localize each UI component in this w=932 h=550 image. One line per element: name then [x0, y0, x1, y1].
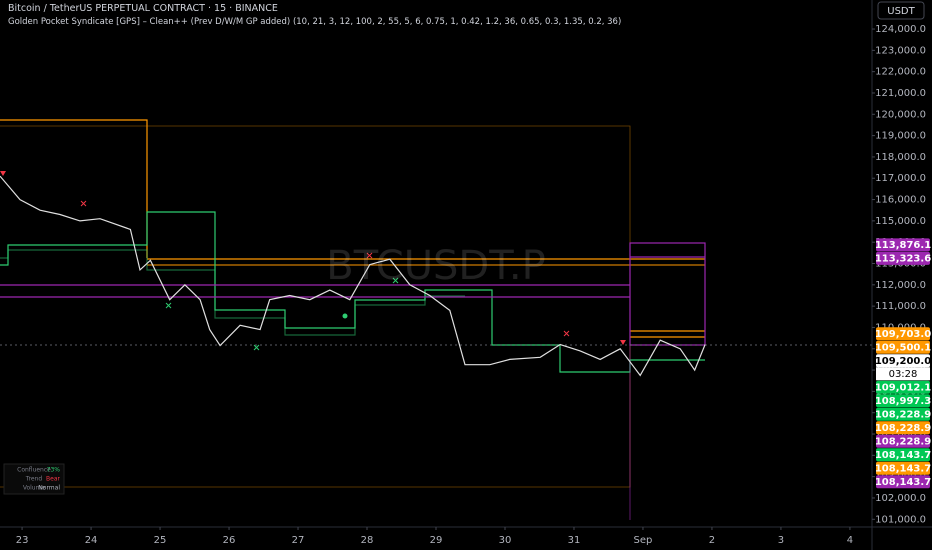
y-tick-label: 112,000.0: [875, 280, 926, 291]
info-cell: Bear: [46, 476, 60, 483]
marker: [620, 340, 626, 345]
price-label-box: [876, 340, 930, 354]
price-label-box: [876, 238, 930, 252]
price-label: 108,228.9: [875, 409, 931, 420]
watermark: BTCUSDT.P: [326, 243, 545, 289]
x-tick-label: 23: [16, 535, 29, 546]
y-tick-label: 101,000.0: [875, 514, 926, 525]
marker: [0, 171, 6, 176]
price-label: 109,500.1: [875, 342, 931, 353]
x-tick-label: Sep: [634, 535, 653, 546]
signal-markers: [0, 171, 626, 351]
price-line: [0, 175, 706, 377]
price-label-box: [876, 475, 930, 489]
y-tick-label: 118,000.0: [875, 152, 926, 163]
x-tick-label: 4: [847, 535, 853, 546]
price-label-box: [876, 354, 930, 368]
price-label: 108,143.7: [875, 450, 931, 461]
price-label: 108,143.7: [875, 463, 931, 474]
y-tick-label: 122,000.0: [875, 67, 926, 78]
price-label: 108,228.9: [875, 436, 931, 447]
y-tick-label: 111,000.0: [875, 301, 926, 312]
currency-button-label[interactable]: USDT: [887, 6, 915, 17]
y-tick-label: 102,000.0: [875, 493, 926, 504]
price-label-box: [876, 434, 930, 448]
x-tick-label: 29: [430, 535, 443, 546]
countdown-box: [876, 367, 930, 381]
info-cell: Confluence: [17, 467, 51, 474]
x-tick-label: 24: [85, 535, 98, 546]
price-label: 113,323.6: [875, 253, 931, 264]
price-label-box: [876, 407, 930, 421]
y-tick-label: 120,000.0: [875, 109, 926, 120]
x-tick-label: 3: [778, 535, 784, 546]
y-tick-label: 116,000.0: [875, 195, 926, 206]
price-label-box: [876, 394, 930, 408]
price-label: 109,012.1: [875, 382, 931, 393]
price-label: 108,997.3: [875, 396, 931, 407]
y-tick-label: 105,000.0: [875, 429, 926, 440]
marker: [165, 277, 399, 351]
info-cell: Volume: [23, 485, 46, 492]
price-label: 108,143.7: [875, 477, 931, 488]
x-tick-label: 30: [499, 535, 512, 546]
y-tick-label: 119,000.0: [875, 131, 926, 142]
chart-title: Bitcoin / TetherUS PERPETUAL CONTRACT · …: [8, 3, 278, 14]
price-label: 109,200.0: [875, 356, 931, 367]
x-tick-label: 25: [154, 535, 167, 546]
y-tick-label: 123,000.0: [875, 45, 926, 56]
marker: [342, 313, 348, 319]
price-label-box: [876, 327, 930, 341]
info-cell: 73%: [47, 467, 61, 474]
info-table: [3, 463, 65, 495]
price-label-box: [876, 461, 930, 475]
info-cell: Trend: [25, 476, 43, 483]
price-label-box: [876, 380, 930, 394]
price-label: 108,228.9: [875, 423, 931, 434]
x-tick-label: 28: [361, 535, 374, 546]
info-cell: Normal: [38, 485, 60, 492]
countdown: 03:28: [889, 369, 918, 380]
x-tick-label: 26: [223, 535, 236, 546]
y-tick-label: 124,000.0: [875, 24, 926, 35]
marker: [80, 200, 570, 337]
price-label-box: [876, 421, 930, 435]
price-label: 109,703.0: [875, 329, 931, 340]
price-label: 113,876.1: [875, 240, 931, 251]
y-tick-label: 121,000.0: [875, 88, 926, 99]
indicator-label: Golden Pocket Syndicate [GPS] – Clean++ …: [8, 17, 621, 27]
y-tick-label: 117,000.0: [875, 173, 926, 184]
x-tick-label: 27: [292, 535, 305, 546]
price-label-box: [876, 251, 930, 265]
x-tick-label: 2: [709, 535, 715, 546]
y-tick-label: 115,000.0: [875, 216, 926, 227]
price-label-box: [876, 448, 930, 462]
currency-button[interactable]: [877, 1, 925, 20]
x-tick-label: 31: [568, 535, 581, 546]
